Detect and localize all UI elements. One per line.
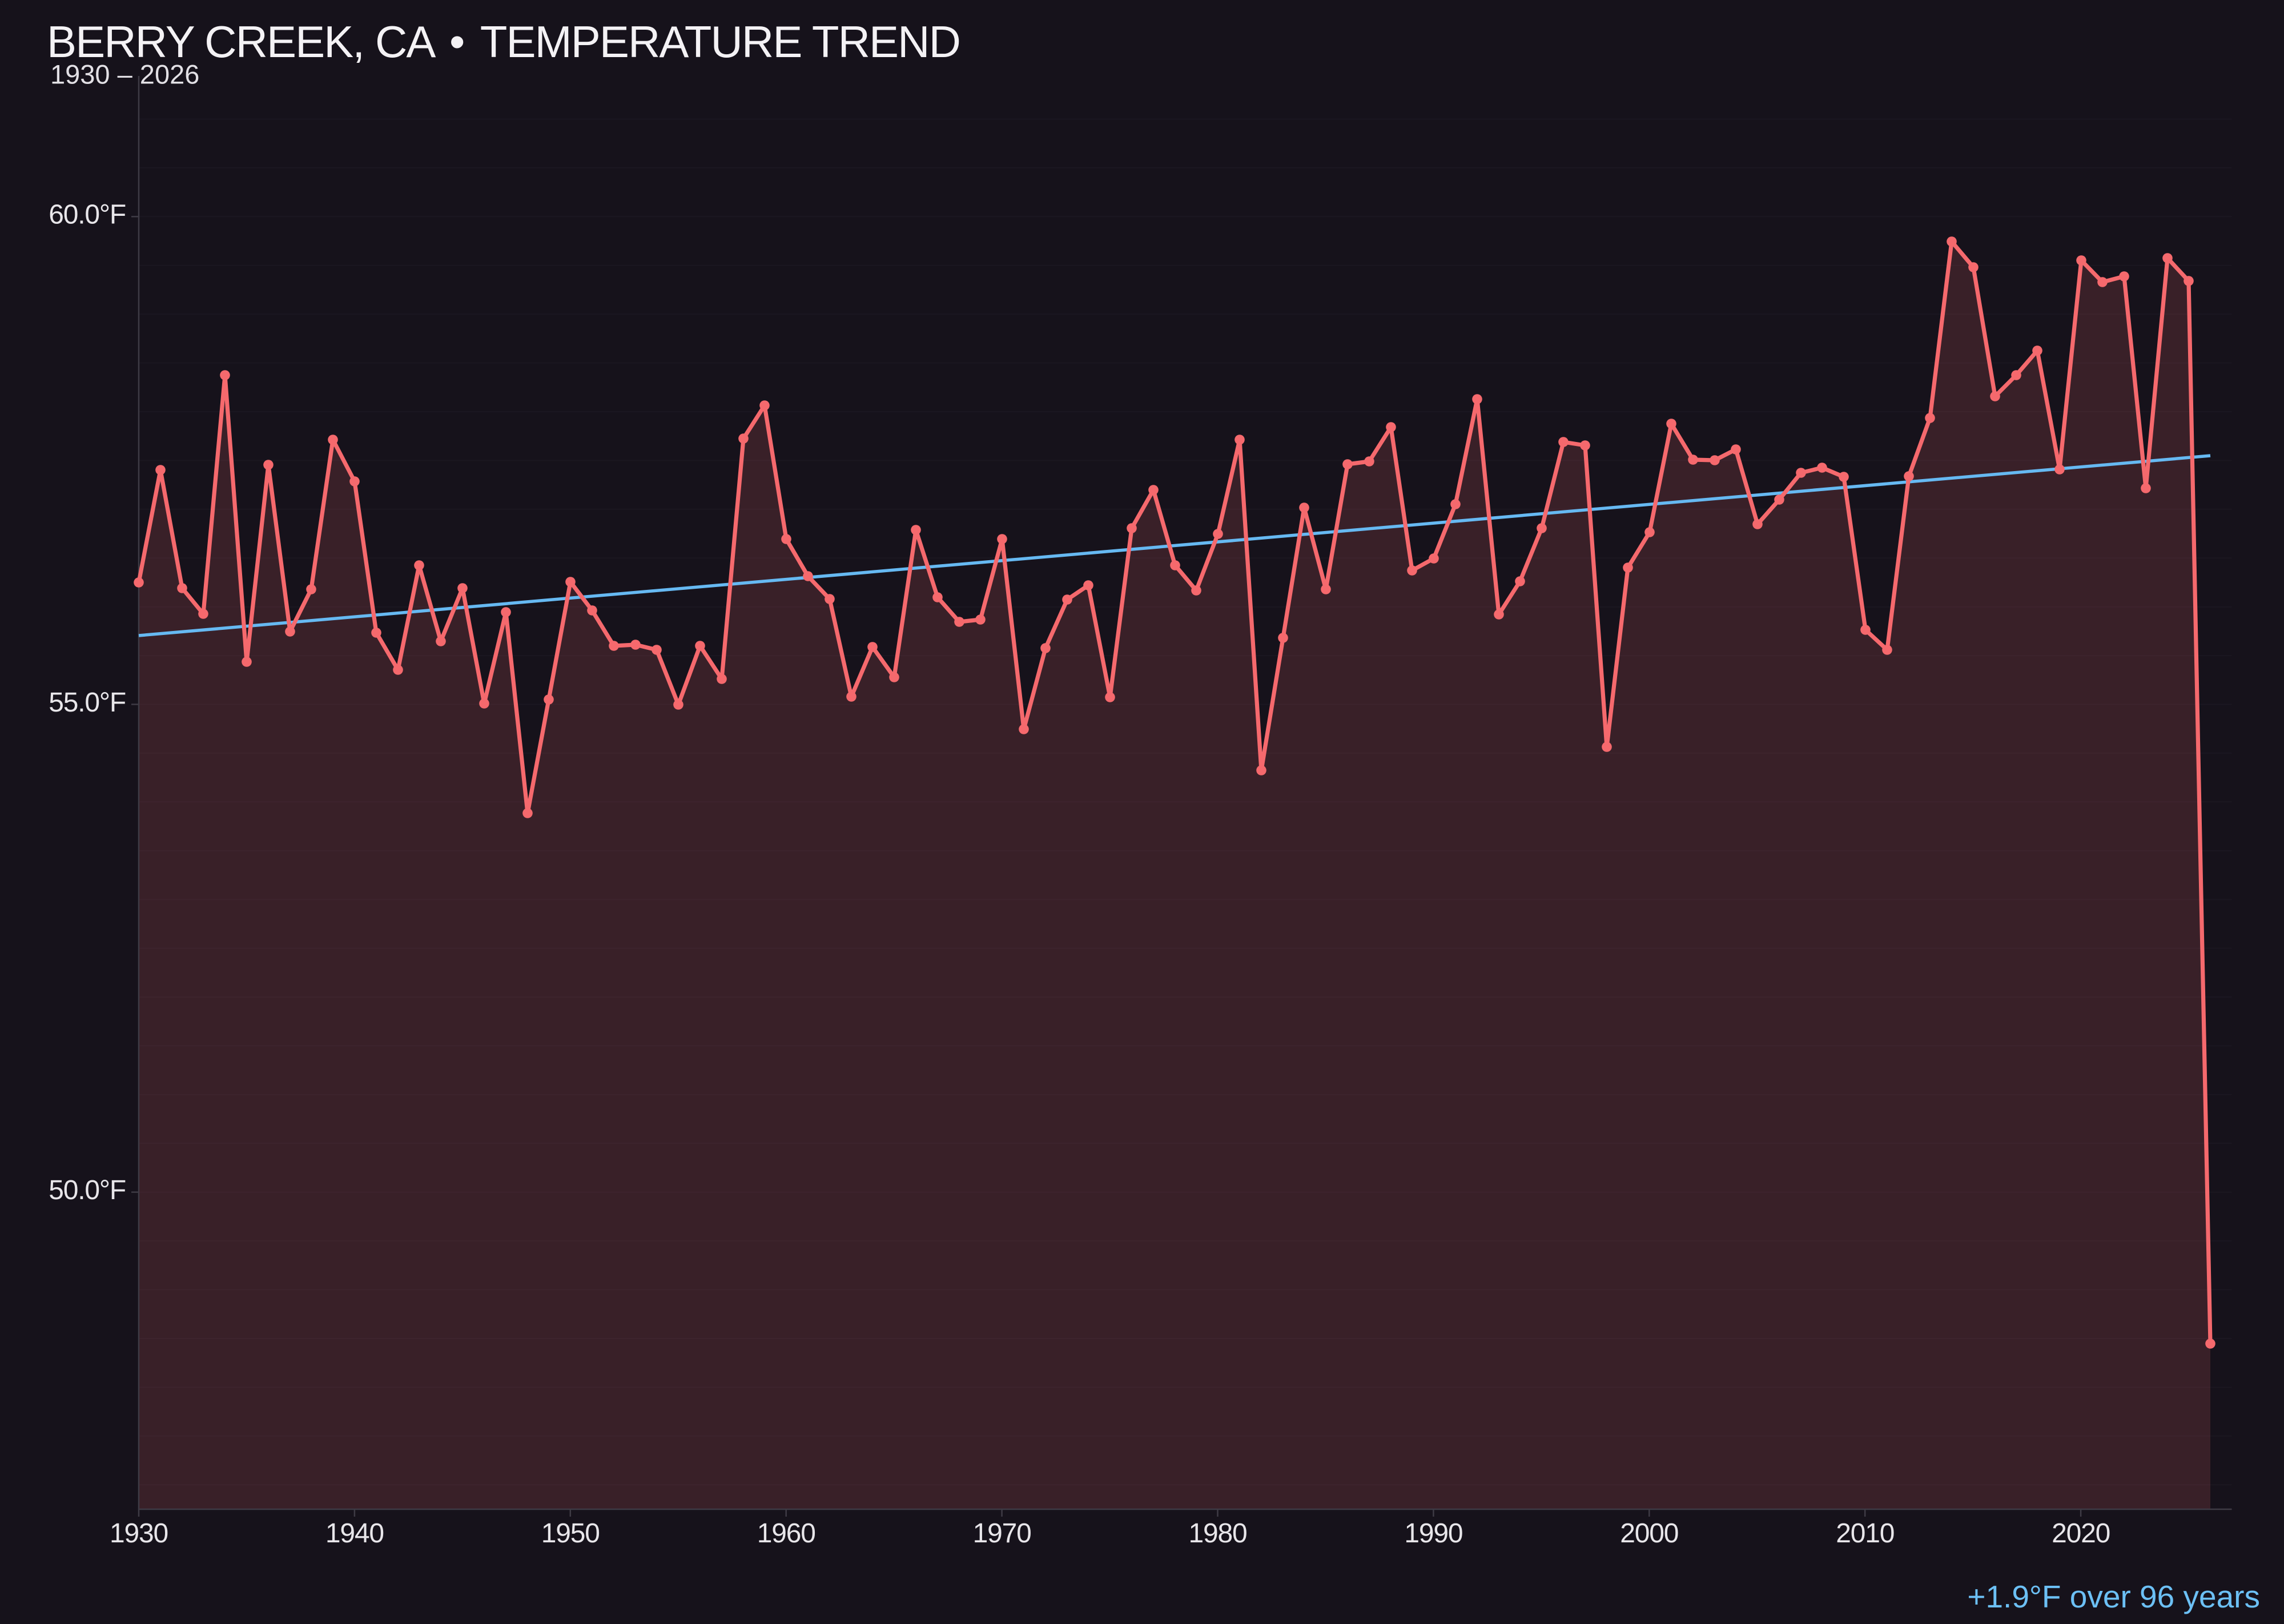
svg-text:1950: 1950 xyxy=(541,1518,600,1549)
svg-text:2010: 2010 xyxy=(1836,1518,1894,1549)
svg-text:1960: 1960 xyxy=(757,1518,815,1549)
svg-text:60.0°F: 60.0°F xyxy=(49,200,126,230)
svg-text:1970: 1970 xyxy=(973,1518,1031,1549)
svg-text:1930 – 2026: 1930 – 2026 xyxy=(50,59,199,90)
svg-text:55.0°F: 55.0°F xyxy=(49,688,126,718)
svg-text:2000: 2000 xyxy=(1620,1518,1678,1549)
svg-text:1940: 1940 xyxy=(325,1518,384,1549)
svg-text:1990: 1990 xyxy=(1404,1518,1462,1549)
svg-text:50.0°F: 50.0°F xyxy=(49,1175,126,1205)
svg-text:+1.9°F over 96 years: +1.9°F over 96 years xyxy=(1967,1579,2260,1614)
svg-text:1930: 1930 xyxy=(110,1518,168,1549)
svg-text:1980: 1980 xyxy=(1189,1518,1247,1549)
svg-text:BERRY CREEK, CA • TEMPERATURE: BERRY CREEK, CA • TEMPERATURE TREND xyxy=(47,17,960,67)
svg-text:2020: 2020 xyxy=(2052,1518,2110,1549)
